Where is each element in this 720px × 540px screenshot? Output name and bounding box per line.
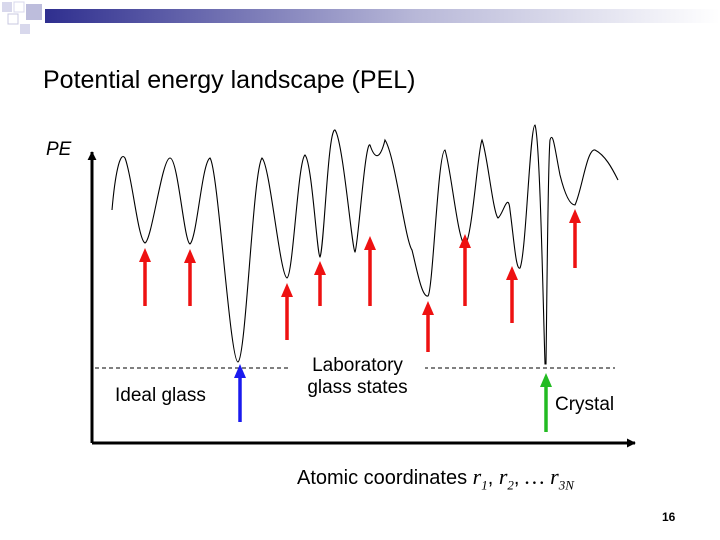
laboratory-arrow: [569, 209, 581, 268]
crystal-arrow-mark: [540, 373, 552, 432]
coord-dots: …: [525, 464, 545, 489]
laboratory-glass-arrows: [139, 209, 581, 352]
x-axis-label-text: Atomic coordinates: [297, 467, 468, 489]
coord-r1: r1: [472, 464, 488, 493]
banner-square: [13, 1, 25, 13]
ideal-glass-label: Ideal glass: [115, 385, 206, 406]
laboratory-arrow: [184, 249, 196, 306]
laboratory-arrow: [459, 234, 471, 306]
banner-square: [20, 24, 30, 34]
crystal-label: Crystal: [555, 394, 615, 415]
banner-square: [26, 4, 42, 20]
laboratory-arrow: [281, 283, 293, 340]
energy-landscape-curve: [111, 124, 619, 365]
coord-r3n: r3N: [550, 464, 574, 493]
banner-graphic: [2, 1, 720, 34]
laboratory-arrow: [506, 266, 518, 323]
coord-r2: r2: [498, 464, 514, 493]
banner-bar: [45, 9, 720, 23]
slide-title: Potential energy landscape (PEL): [43, 66, 416, 94]
laboratory-arrow: [422, 301, 434, 352]
ideal-glass-arrow: [234, 364, 246, 422]
laboratory-arrow: [314, 261, 326, 306]
ideal-glass-arrow-mark: [234, 364, 246, 422]
banner-square: [2, 2, 12, 12]
x-axis-label: Atomic coordinates r1, r2, … r3N: [297, 464, 574, 493]
laboratory-glass-label: Laboratory glass states: [290, 355, 425, 399]
banner-square: [7, 13, 19, 25]
laboratory-label-line1: Laboratory: [312, 355, 403, 376]
y-axis-label: PE: [46, 139, 72, 160]
crystal-arrow: [540, 373, 552, 432]
laboratory-arrow: [139, 248, 151, 306]
laboratory-label-line2: glass states: [307, 377, 408, 398]
page-number: 16: [662, 510, 676, 524]
laboratory-arrow: [364, 236, 376, 306]
